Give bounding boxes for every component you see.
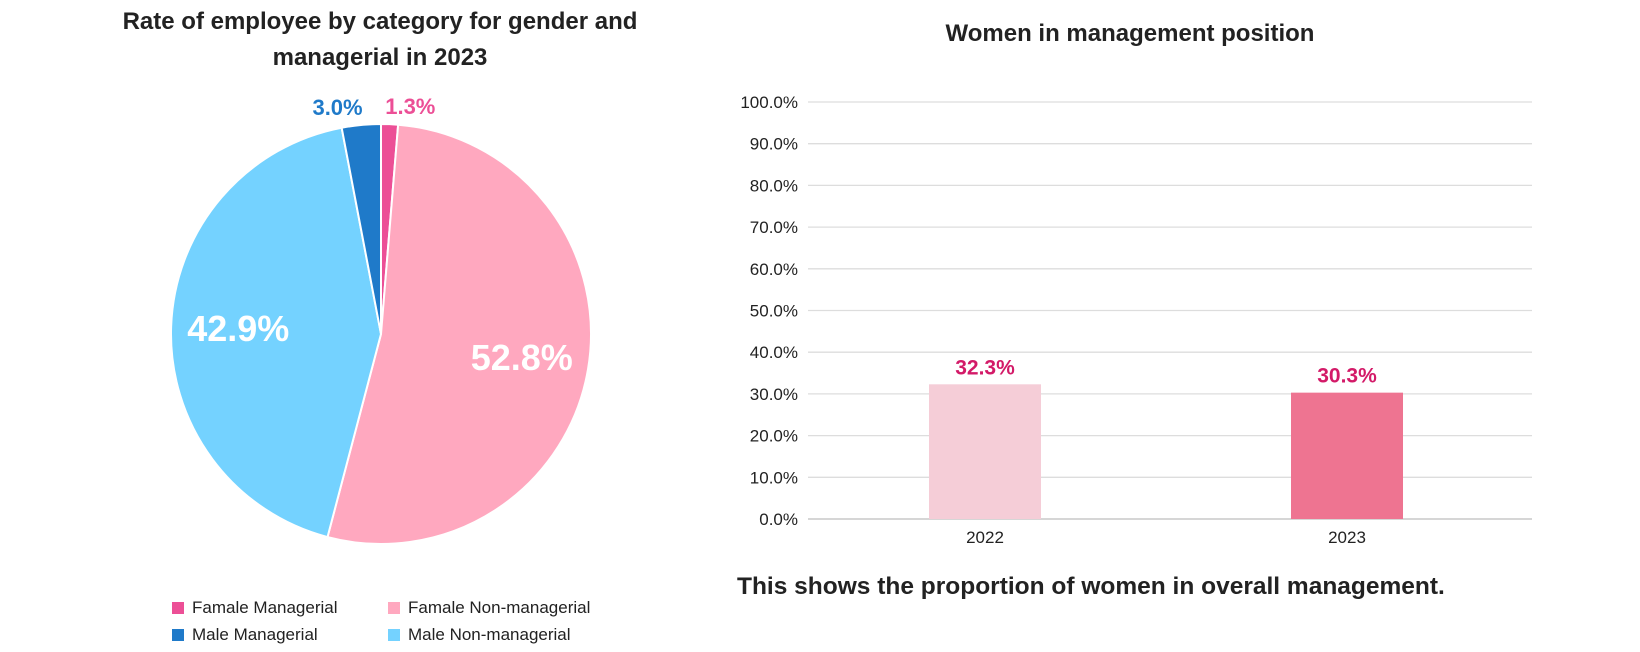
legend-label: Male Non-managerial <box>408 624 571 644</box>
legend-swatch <box>388 628 400 641</box>
pie-label-famale-non-managerial: 52.8% <box>471 337 573 378</box>
legend-item-famale-managerial: Famale Managerial <box>172 598 388 617</box>
bar-chart-title: Women in management position <box>945 20 1315 47</box>
y-tick-label: 50.0% <box>750 302 798 321</box>
y-tick-label: 20.0% <box>750 427 798 446</box>
y-tick-label: 40.0% <box>750 343 798 362</box>
bar-2023 <box>1291 392 1403 519</box>
legend-swatch <box>172 601 184 614</box>
bar-value-label-2023: 30.3% <box>1317 365 1377 388</box>
y-tick-label: 0.0% <box>759 510 798 529</box>
pie-label-male-non-managerial: 42.9% <box>187 308 289 349</box>
pie-slice-male-managerial <box>340 122 382 335</box>
pie-slice-male-non-managerial <box>170 126 383 539</box>
y-tick-label: 80.0% <box>750 176 798 195</box>
legend-label: Famale Non-managerial <box>408 597 591 617</box>
x-tick-label-2023: 2023 <box>1328 528 1366 547</box>
legend-label: Male Managerial <box>192 624 318 644</box>
y-tick-label: 60.0% <box>750 260 798 279</box>
pie-slice-famale-non-managerial <box>326 123 592 545</box>
pie-label-famale-managerial: 1.3% <box>385 94 435 119</box>
legend-item-male-non-managerial: Male Non-managerial <box>388 625 628 644</box>
legend-item-famale-non-managerial: Famale Non-managerial <box>388 598 628 617</box>
legend-swatch <box>172 628 184 641</box>
y-tick-label: 90.0% <box>750 135 798 154</box>
legend-item-male-managerial: Male Managerial <box>172 625 388 644</box>
legend-swatch <box>388 601 400 614</box>
y-tick-label: 100.0% <box>740 93 798 112</box>
pie-chart: 1.3% 52.8% 42.9% 3.0% <box>170 94 592 545</box>
pie-label-male-managerial: 3.0% <box>312 95 362 120</box>
y-tick-label: 10.0% <box>750 468 798 487</box>
bar-2022 <box>929 384 1041 519</box>
x-tick-label-2022: 2022 <box>966 528 1004 547</box>
bar-chart-caption: This shows the proportion of women in ov… <box>737 573 1445 600</box>
bar-chart: 0.0% 10.0% 20.0% 30.0% 40.0% 50.0% 60.0% 70.0% 8… <box>740 93 1532 547</box>
bar-value-label-2022: 32.3% <box>955 356 1015 379</box>
pie-legend: Famale Managerial Famale Non-managerial Ma… <box>172 598 632 644</box>
y-tick-label: 30.0% <box>750 385 798 404</box>
y-tick-label: 70.0% <box>750 218 798 237</box>
pie-chart-title: Rate of employee by category for gender … <box>122 8 638 71</box>
legend-label: Famale Managerial <box>192 597 338 617</box>
